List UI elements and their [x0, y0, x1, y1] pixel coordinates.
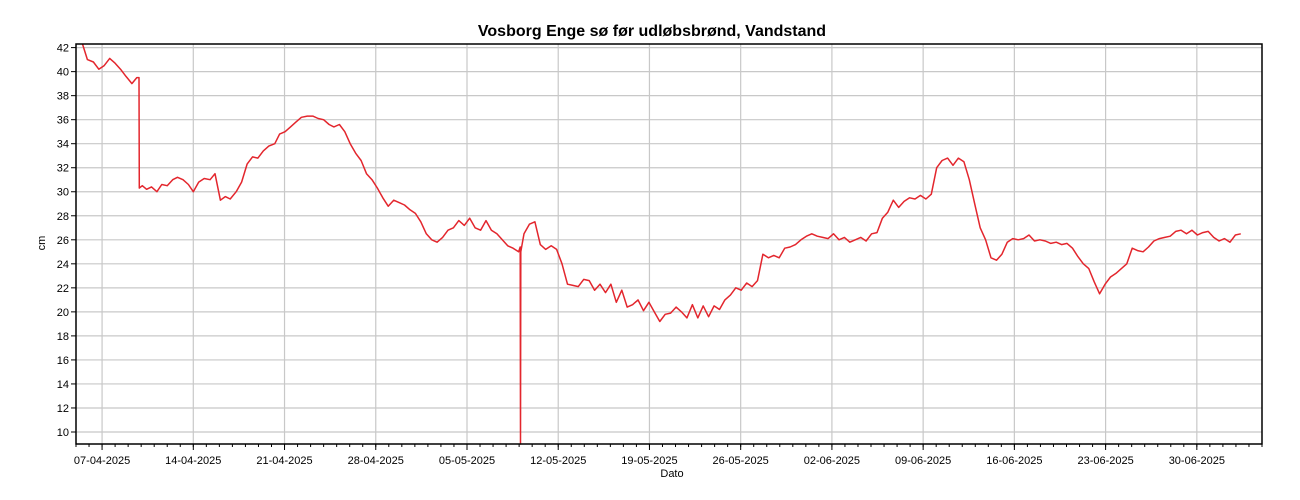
y-axis: 10 12 14 16 18 20 22 24 26 28 30 32 34 36 38 40 42	[57, 43, 76, 439]
x-tick-label: 26-05-2025	[713, 455, 769, 467]
y-tick-label: 32	[57, 163, 69, 175]
y-tick-label: 26	[57, 235, 69, 247]
y-tick-label: 16	[57, 355, 69, 367]
x-tick-label: 14-04-2025	[165, 455, 221, 467]
y-tick-label: 12	[57, 403, 69, 415]
x-tick-label: 02-06-2025	[804, 455, 860, 467]
y-axis-label: cm	[36, 236, 48, 251]
x-tick-label: 07-04-2025	[74, 455, 130, 467]
x-tick-label: 21-04-2025	[256, 455, 312, 467]
y-tick-label: 30	[57, 187, 69, 199]
y-tick-label: 28	[57, 211, 69, 223]
x-tick-label: 09-06-2025	[895, 455, 951, 467]
x-tick-label: 30-06-2025	[1169, 455, 1225, 467]
x-tick-label: 12-05-2025	[530, 455, 586, 467]
y-tick-label: 24	[57, 259, 69, 271]
y-tick-label: 18	[57, 331, 69, 343]
series-layer	[81, 43, 1241, 445]
plot-frame	[75, 43, 1263, 445]
x-tick-label: 19-05-2025	[621, 455, 677, 467]
y-tick-label: 36	[57, 115, 69, 127]
x-tick-label: 28-04-2025	[348, 455, 404, 467]
y-tick-label: 40	[57, 67, 69, 79]
x-axis-label: Dato	[660, 468, 683, 480]
series-line	[81, 43, 1241, 445]
y-tick-label: 14	[57, 379, 69, 391]
x-tick-label: 23-06-2025	[1077, 455, 1133, 467]
y-tick-label: 34	[57, 139, 69, 151]
chart-title: Vosborg Enge sø før udløbsbrønd, Vandsta…	[478, 23, 826, 40]
grid	[76, 44, 1262, 444]
y-tick-label: 42	[57, 43, 69, 55]
y-tick-label: 38	[57, 91, 69, 103]
x-axis: 07-04-2025 14-04-2025 21-04-2025 28-04-2025…	[74, 444, 1225, 467]
y-tick-label: 10	[57, 427, 69, 439]
x-tick-label: 05-05-2025	[439, 455, 495, 467]
x-tick-label: 16-06-2025	[986, 455, 1042, 467]
y-tick-label: 22	[57, 283, 69, 295]
y-tick-label: 20	[57, 307, 69, 319]
